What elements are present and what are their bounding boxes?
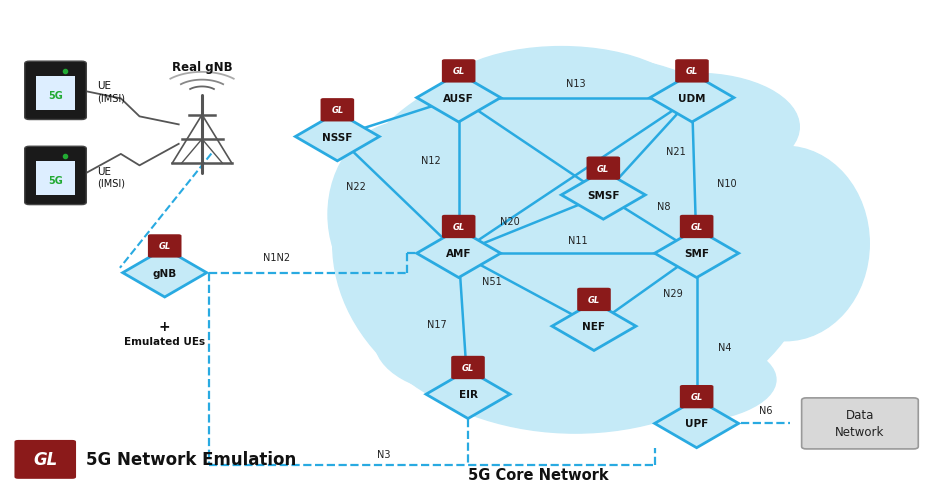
- Text: N21: N21: [666, 147, 686, 157]
- FancyBboxPatch shape: [680, 215, 713, 239]
- Text: N13: N13: [565, 79, 585, 89]
- Text: UE: UE: [97, 81, 111, 91]
- FancyBboxPatch shape: [442, 60, 475, 83]
- Text: AMF: AMF: [446, 249, 472, 259]
- FancyBboxPatch shape: [24, 147, 86, 205]
- Text: GL: GL: [691, 392, 703, 401]
- Polygon shape: [417, 74, 501, 122]
- FancyBboxPatch shape: [442, 215, 475, 239]
- Text: gNB: gNB: [153, 268, 177, 278]
- Text: N10: N10: [717, 179, 737, 189]
- Text: N11: N11: [568, 235, 588, 245]
- Polygon shape: [654, 399, 739, 448]
- Text: SMF: SMF: [684, 249, 709, 259]
- Text: GL: GL: [331, 106, 344, 115]
- FancyBboxPatch shape: [680, 385, 713, 408]
- Text: N17: N17: [428, 319, 447, 329]
- Text: GL: GL: [691, 223, 703, 231]
- Ellipse shape: [332, 55, 818, 433]
- Text: 5G Core Network: 5G Core Network: [468, 467, 608, 482]
- FancyBboxPatch shape: [675, 60, 709, 83]
- Polygon shape: [552, 302, 636, 351]
- FancyBboxPatch shape: [801, 398, 918, 449]
- FancyBboxPatch shape: [451, 356, 485, 379]
- Polygon shape: [426, 370, 510, 419]
- FancyBboxPatch shape: [320, 99, 354, 122]
- Text: AUSF: AUSF: [444, 93, 474, 103]
- Text: N8: N8: [657, 202, 671, 212]
- Polygon shape: [123, 249, 207, 297]
- Text: (IMSI): (IMSI): [97, 93, 125, 103]
- Polygon shape: [296, 113, 379, 162]
- Text: GL: GL: [588, 295, 600, 305]
- Text: N29: N29: [663, 289, 682, 299]
- Text: Real gNB: Real gNB: [171, 61, 232, 74]
- Ellipse shape: [328, 122, 477, 307]
- Polygon shape: [417, 229, 501, 278]
- Text: Data
Network: Data Network: [835, 408, 885, 439]
- Text: Emulated UEs: Emulated UEs: [124, 336, 205, 346]
- Ellipse shape: [594, 74, 799, 181]
- Text: GL: GL: [686, 67, 698, 76]
- Text: UPF: UPF: [685, 419, 709, 428]
- Text: 5G: 5G: [48, 176, 63, 186]
- Ellipse shape: [431, 47, 692, 169]
- Text: SMSF: SMSF: [587, 190, 620, 201]
- Ellipse shape: [701, 147, 870, 341]
- FancyBboxPatch shape: [148, 235, 182, 258]
- Text: 5G Network Emulation: 5G Network Emulation: [86, 450, 297, 468]
- FancyBboxPatch shape: [14, 440, 76, 479]
- Ellipse shape: [374, 287, 562, 394]
- FancyBboxPatch shape: [578, 288, 611, 311]
- FancyBboxPatch shape: [587, 157, 621, 181]
- Text: GL: GL: [33, 450, 57, 468]
- FancyBboxPatch shape: [36, 162, 75, 196]
- Text: N3: N3: [377, 449, 390, 459]
- Text: EIR: EIR: [459, 389, 477, 399]
- Text: NEF: NEF: [582, 322, 606, 331]
- Text: N6: N6: [759, 405, 772, 415]
- Polygon shape: [650, 74, 734, 122]
- Text: N1N2: N1N2: [263, 253, 290, 263]
- Polygon shape: [654, 229, 739, 278]
- Text: GL: GL: [158, 242, 171, 251]
- Text: UDM: UDM: [679, 93, 706, 103]
- Text: N20: N20: [501, 217, 520, 226]
- Text: GL: GL: [461, 363, 475, 372]
- Ellipse shape: [571, 336, 776, 424]
- Text: N22: N22: [345, 181, 366, 191]
- Polygon shape: [562, 171, 645, 220]
- FancyBboxPatch shape: [36, 77, 75, 111]
- Text: UE: UE: [97, 166, 111, 176]
- FancyBboxPatch shape: [24, 62, 86, 120]
- Text: GL: GL: [597, 164, 609, 173]
- Text: +: +: [159, 319, 170, 333]
- Text: GL: GL: [452, 223, 465, 231]
- Text: N51: N51: [481, 276, 502, 286]
- Text: NSSF: NSSF: [322, 132, 353, 142]
- Text: (IMSI): (IMSI): [97, 178, 125, 188]
- Text: 5G: 5G: [48, 91, 63, 101]
- Text: GL: GL: [452, 67, 465, 76]
- Text: N12: N12: [421, 156, 441, 165]
- Text: N4: N4: [718, 342, 731, 352]
